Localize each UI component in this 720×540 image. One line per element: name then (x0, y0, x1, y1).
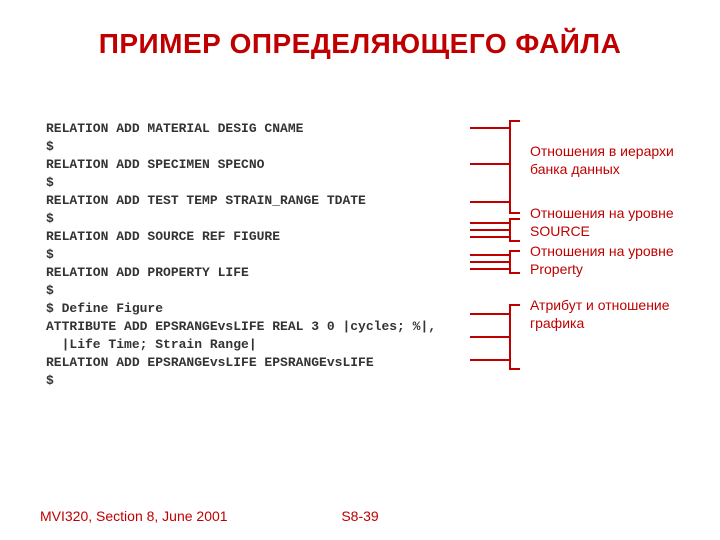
annotation-1: Отношения на уровне SOURCE (530, 204, 705, 240)
footer-left: MVI320, Section 8, June 2001 (40, 508, 228, 524)
annotation-0: Отношения в иерархи банка данных (530, 142, 705, 178)
annotation-3: Атрибут и отношение графика (530, 296, 705, 332)
bracket-0 (470, 120, 520, 214)
bracket-2 (470, 250, 520, 274)
bracket-3 (470, 304, 520, 370)
code-block: RELATION ADD MATERIAL DESIG CNAME $ RELA… (46, 120, 436, 390)
page-title: ПРИМЕР ОПРЕДЕЛЯЮЩЕГО ФАЙЛА (0, 28, 720, 60)
annotation-2: Отношения на уровне Property (530, 242, 705, 278)
bracket-1 (470, 218, 520, 242)
footer: MVI320, Section 8, June 2001 S8-39 (40, 508, 680, 524)
slide: ПРИМЕР ОПРЕДЕЛЯЮЩЕГО ФАЙЛА RELATION ADD … (0, 0, 720, 540)
footer-page: S8-39 (341, 508, 378, 524)
